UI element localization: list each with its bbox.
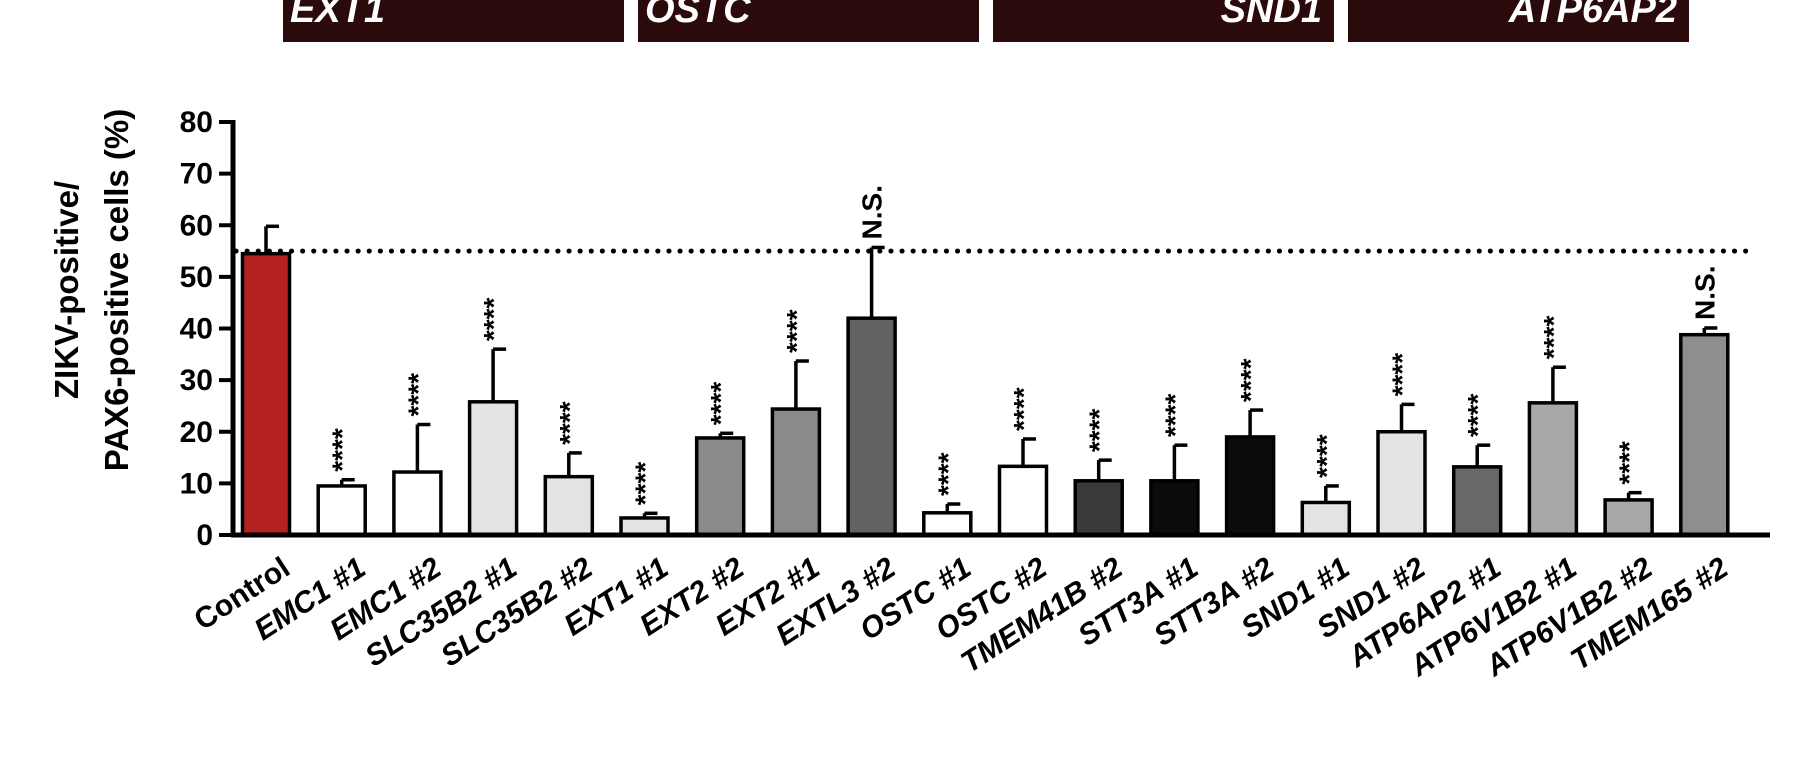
significance-label: ****: [1462, 393, 1493, 437]
y-tick-label: 60: [180, 209, 213, 242]
bar: [392, 470, 443, 537]
significance-label: ****: [932, 452, 963, 496]
y-tick-label: 0: [196, 519, 213, 552]
y-tick-label: 30: [180, 364, 213, 397]
significance-label: ****: [1235, 358, 1266, 402]
micrograph-panel-ostc: [638, 0, 979, 42]
significance-label: ****: [1008, 387, 1039, 431]
y-axis-label-line-1: ZIKV-positive/: [48, 181, 85, 399]
micrograph-strip: EXT1 OSTC SND1 ATP6AP2: [283, 0, 1689, 42]
significance-label: ****: [1311, 434, 1342, 478]
micrograph-label-snd1: SND1: [1221, 0, 1322, 31]
significance-label: ****: [630, 462, 661, 506]
bar: [316, 484, 367, 537]
y-tick-label: 80: [180, 106, 213, 139]
micrograph-panel-snd1: [993, 0, 1334, 42]
significance-label: ****: [1538, 316, 1569, 360]
bar: [467, 400, 519, 537]
y-tick-label: 20: [180, 416, 213, 449]
micrograph-label-ext1: EXT1: [290, 0, 385, 31]
bar: [1679, 332, 1730, 537]
bar: [1376, 430, 1427, 537]
y-axis-label-line-2: PAX6-positive cells (%): [98, 109, 135, 472]
bar: [1300, 500, 1352, 537]
bar: [240, 251, 292, 537]
bar: [694, 436, 746, 537]
bar: [1603, 498, 1654, 537]
y-tick-label: 70: [180, 158, 213, 191]
significance-label: ****: [1159, 393, 1190, 437]
micrograph-label-ostc: OSTC: [645, 0, 751, 31]
bar: [1224, 435, 1276, 537]
significance-label: ****: [327, 428, 358, 472]
bar: [846, 316, 897, 537]
bar: [619, 516, 670, 537]
bar: [543, 474, 595, 537]
bar: [770, 407, 822, 537]
significance-label: ****: [402, 373, 433, 417]
y-tick-label: 10: [180, 467, 213, 500]
significance-label: ****: [705, 382, 736, 426]
y-tick-label: 50: [180, 261, 213, 294]
significance-label: ****: [1387, 353, 1418, 397]
bar: [1073, 479, 1124, 537]
bar: [1527, 401, 1579, 537]
significance-label: N.S.: [857, 185, 888, 239]
micrograph-panel-ext1: [283, 0, 624, 42]
bar: [1451, 465, 1503, 537]
y-tick-label: 40: [180, 313, 213, 346]
micrograph-label-atp6ap2: ATP6AP2: [1508, 0, 1677, 31]
significance-label: ****: [554, 401, 585, 445]
significance-label: ****: [1084, 408, 1115, 452]
micrograph-panel-atp6ap2: [1348, 0, 1689, 42]
significance-label: ****: [478, 297, 509, 341]
significance-label: ****: [1614, 441, 1645, 485]
bar: [1149, 479, 1200, 537]
significance-label: N.S.: [1689, 266, 1720, 320]
bar: [922, 511, 973, 537]
bar: [997, 464, 1049, 537]
significance-label: ****: [781, 309, 812, 353]
